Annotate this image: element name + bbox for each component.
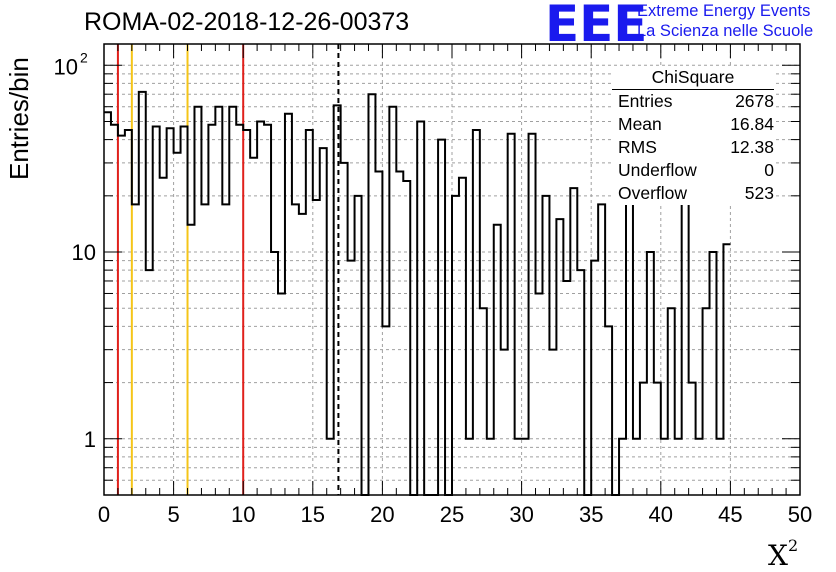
y-tick-label: 10 [54, 54, 78, 79]
logo-line-1: Extreme Energy Events [637, 2, 811, 20]
y-tick-label: 1 [84, 427, 96, 452]
stats-value: 12.38 [730, 137, 774, 157]
x-tick-label: 30 [509, 502, 533, 527]
stats-value: 2678 [735, 91, 774, 111]
logo-line-2: La Scienza nelle Scuole [637, 22, 814, 40]
stats-label: Mean [618, 114, 662, 134]
x-tick-label: 5 [167, 502, 179, 527]
x-tick-label: 15 [301, 502, 325, 527]
x-tick-label: 45 [718, 502, 742, 527]
x-tick-label: 0 [98, 502, 110, 527]
x-tick-label: 35 [579, 502, 603, 527]
stats-label: Underflow [618, 160, 697, 180]
stats-value: 16.84 [730, 114, 774, 134]
stats-row: Underflow 0 [612, 159, 774, 182]
eee-logo-mark: EEE [545, 0, 648, 53]
stats-rows: Entries 2678 Mean 16.84 RMS 12.38 Underflow 0 Ov… [612, 90, 774, 205]
x-axis-label: X2 [768, 536, 798, 572]
stats-value: 0 [764, 160, 774, 180]
x-tick-label: 50 [788, 502, 812, 527]
stats-row: RMS 12.38 [612, 136, 774, 159]
x-axis-label-main: X [768, 539, 788, 572]
x-tick-label: 10 [231, 502, 255, 527]
reference-lines [116, 44, 340, 495]
y-tick-label-superscript: 2 [80, 49, 88, 65]
stats-value: 523 [744, 183, 774, 203]
stats-label: RMS [618, 137, 657, 157]
stats-box: ChiSquare Entries 2678 Mean 16.84 RMS 12.38 Un… [612, 66, 774, 205]
y-axis-label: Entries/bin [4, 57, 34, 180]
axis-ticks [103, 44, 801, 496]
stats-label: Overflow [618, 183, 688, 203]
x-tick-label: 25 [440, 502, 464, 527]
x-tick-label: 20 [370, 502, 394, 527]
y-tick-label: 10 [72, 240, 96, 265]
stats-label: Entries [618, 91, 673, 111]
x-axis-label-superscript: 2 [787, 536, 799, 555]
stats-title: ChiSquare [612, 66, 774, 90]
stats-row: Overflow 523 [612, 182, 774, 205]
stats-row: Entries 2678 [612, 90, 774, 113]
plot-title: ROMA-02-2018-12-26-00373 [84, 8, 410, 36]
x-tick-label: 40 [649, 502, 673, 527]
stats-row: Mean 16.84 [612, 113, 774, 136]
